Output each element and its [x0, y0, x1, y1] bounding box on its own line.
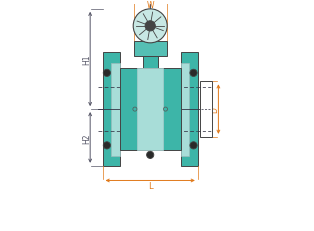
Text: H1: H1	[82, 55, 91, 65]
Bar	[181, 63, 189, 156]
Text: W: W	[146, 1, 154, 10]
Circle shape	[133, 10, 167, 44]
Text: d: d	[203, 104, 207, 109]
Bar	[111, 63, 120, 156]
Bar	[134, 42, 167, 57]
Circle shape	[190, 142, 197, 149]
Text: H2: H2	[82, 133, 91, 143]
Text: L: L	[148, 181, 153, 190]
Bar	[181, 53, 198, 166]
Bar	[137, 69, 163, 150]
Bar	[120, 69, 181, 150]
Circle shape	[190, 70, 197, 77]
Bar	[103, 53, 120, 166]
Circle shape	[103, 70, 111, 77]
Circle shape	[103, 142, 111, 149]
Circle shape	[147, 152, 154, 159]
Circle shape	[145, 22, 155, 32]
Bar	[200, 82, 212, 137]
Bar	[143, 57, 158, 69]
Text: D: D	[210, 107, 219, 112]
